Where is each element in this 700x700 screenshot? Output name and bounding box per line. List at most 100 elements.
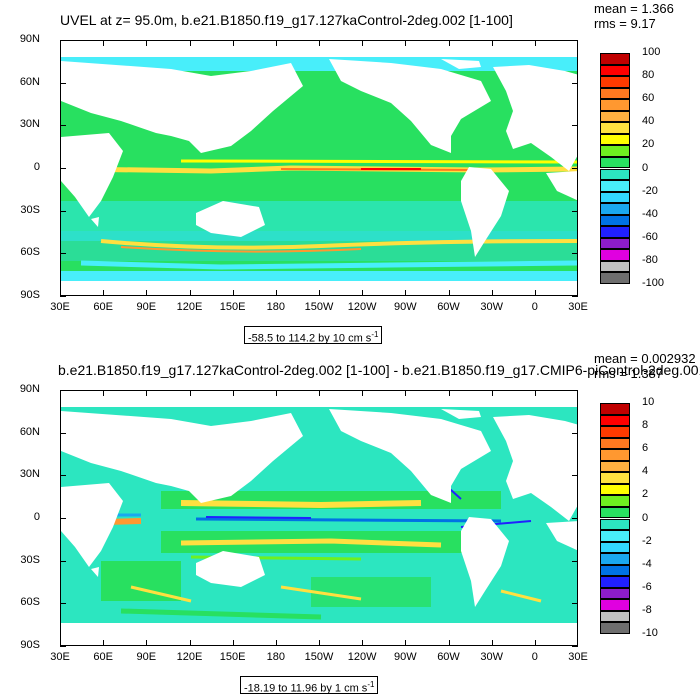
lon-tick <box>189 390 191 396</box>
colorbar-label: 40 <box>642 115 655 128</box>
lon-tick <box>60 390 61 396</box>
lon-tick <box>275 640 277 646</box>
lon-tick <box>60 40 61 46</box>
lon-label: 0 <box>531 651 538 663</box>
lon-label: 30W <box>480 301 503 313</box>
colorbar-label: -2 <box>642 534 652 547</box>
lon-tick <box>534 390 536 396</box>
lat-tick <box>60 253 66 255</box>
colorbar-swatch <box>600 191 630 204</box>
lat-tick <box>572 296 578 297</box>
lat-tick <box>572 560 578 562</box>
colorbar-label: 8 <box>642 419 649 432</box>
colorbar-swatch <box>600 53 630 65</box>
lon-tick <box>189 40 191 46</box>
lon-label: 150E <box>219 651 246 663</box>
colorbar-swatch <box>600 260 630 273</box>
lat-label: 60N <box>19 75 40 88</box>
top-mean-text: mean = 1.366 <box>594 1 674 16</box>
lat-tick <box>60 432 66 434</box>
lon-tick <box>577 40 578 46</box>
colorbar-swatch <box>600 156 630 169</box>
colorbar-label: 100 <box>642 46 661 58</box>
lon-label: 90W <box>394 301 417 313</box>
top-map-field <box>61 41 577 295</box>
lat-tick <box>572 646 578 647</box>
colorbar-swatch <box>600 414 630 427</box>
lat-tick <box>572 253 578 255</box>
colorbar-swatch <box>600 587 630 600</box>
colorbar-label: 80 <box>642 69 655 82</box>
lat-tick <box>572 390 578 391</box>
colorbar-swatch <box>600 99 630 111</box>
lon-tick <box>534 640 536 646</box>
colorbar-swatch <box>600 622 630 634</box>
lat-tick <box>572 475 578 477</box>
lon-tick <box>448 40 450 46</box>
lat-label: 90S <box>20 639 40 651</box>
colorbar-swatch <box>600 403 630 415</box>
lat-tick <box>60 125 66 127</box>
lon-tick <box>448 390 450 396</box>
lon-tick <box>232 290 234 296</box>
colorbar-label: 0 <box>642 161 649 174</box>
lon-tick <box>232 40 234 46</box>
lat-label: 60S <box>20 596 40 609</box>
lon-label: 60W <box>437 301 460 313</box>
lon-tick <box>448 640 450 646</box>
lat-tick <box>60 390 66 391</box>
lon-label: 120W <box>347 301 377 313</box>
lon-tick <box>362 290 364 296</box>
colorbar-swatch <box>600 530 630 542</box>
lon-tick <box>275 390 277 396</box>
colorbar-swatch <box>600 472 630 484</box>
lon-label: 30E <box>50 301 70 313</box>
lon-tick <box>103 640 105 646</box>
lon-tick <box>60 640 61 646</box>
lon-label: 120E <box>176 301 203 313</box>
lat-tick <box>572 168 578 169</box>
colorbar-swatch <box>600 541 630 554</box>
lon-label: 120E <box>176 651 203 663</box>
lon-tick <box>275 40 277 46</box>
lat-tick <box>60 560 66 562</box>
colorbar-label: -10 <box>642 627 658 639</box>
colorbar-label: 0 <box>642 511 649 524</box>
colorbar-label: -80 <box>642 253 658 266</box>
lon-tick <box>60 290 61 296</box>
lat-label: 30S <box>20 553 40 566</box>
colorbar-swatch <box>600 553 630 565</box>
colorbar-swatch <box>600 214 630 227</box>
lat-tick <box>60 40 66 41</box>
lon-label: 30E <box>50 651 70 663</box>
bottom-map-plot-area <box>60 390 578 646</box>
colorbar-swatch <box>600 460 630 473</box>
colorbar-swatch <box>600 483 630 496</box>
lon-tick <box>319 390 320 396</box>
top-map-panel: UVEL at z= 95.0m, b.e21.B1850.f19_g17.12… <box>19 1 674 345</box>
colorbar-swatch <box>600 180 630 192</box>
colorbar-swatch <box>600 237 630 250</box>
lon-tick <box>577 290 578 296</box>
land-masses <box>61 391 577 645</box>
colorbar-label: 6 <box>642 442 649 455</box>
colorbar-swatch <box>600 272 630 284</box>
lon-tick <box>146 40 148 46</box>
colorbar-swatch <box>600 168 630 181</box>
top-map-plot-area <box>60 40 578 296</box>
lat-label: 0 <box>33 161 40 173</box>
lon-label: 150E <box>219 301 246 313</box>
lon-label: 0 <box>531 301 538 313</box>
lon-tick <box>362 390 364 396</box>
lon-tick <box>491 40 493 46</box>
colorbar-swatch <box>600 76 630 88</box>
lon-tick <box>103 290 105 296</box>
lon-tick <box>146 390 148 396</box>
colorbar-swatch <box>600 449 630 461</box>
lon-tick <box>491 390 493 396</box>
lon-tick <box>491 640 493 646</box>
colorbar-swatch <box>600 145 630 157</box>
bottom-rms-text: rms = 1.387 <box>594 366 664 381</box>
lat-tick <box>60 475 66 477</box>
colorbar-swatch <box>600 64 630 77</box>
